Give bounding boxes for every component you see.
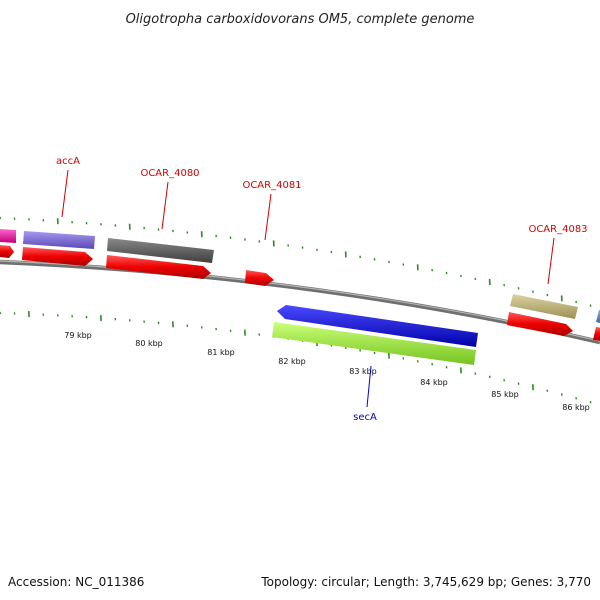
scale-label: 86 kbp — [562, 403, 590, 412]
svg-text:OCAR_4080: OCAR_4080 — [140, 168, 199, 179]
outer-tick-row — [0, 216, 592, 307]
scale-label: 84 kbp — [420, 378, 448, 387]
inner-tick-row — [0, 310, 592, 404]
cds-arrow — [507, 312, 573, 336]
gene-feature-lime — [272, 322, 476, 365]
cds-arrow — [22, 247, 93, 266]
scale-label: 83 kbp — [349, 367, 377, 376]
scale-label: 81 kbp — [207, 348, 235, 357]
gene-label-seca: secA — [353, 365, 377, 423]
svg-text:secA: secA — [353, 412, 377, 423]
svg-text:accA: accA — [56, 156, 80, 167]
gene-feature-tan — [510, 294, 578, 319]
cds-arrow — [593, 327, 600, 341]
gene-feature-gray — [107, 238, 214, 263]
cds-arrow — [245, 270, 274, 286]
scale-labels: 79 kbp 80 kbp 81 kbp 82 kbp 83 kbp 84 kbp 85 k… — [64, 331, 590, 412]
cds-arrow — [106, 255, 211, 279]
gene-feature-pink — [0, 229, 16, 243]
gene-feature-blue — [277, 305, 478, 347]
gene-feature-steel — [596, 310, 600, 323]
scale-label: 82 kbp — [278, 357, 306, 366]
scale-label: 85 kbp — [491, 390, 519, 399]
svg-text:OCAR_4083: OCAR_4083 — [528, 224, 587, 235]
scale-label: 80 kbp — [135, 339, 163, 348]
gene-label-acca: accA — [56, 156, 80, 218]
map-title: Oligotropha carboxidovorans OM5, complet… — [126, 12, 475, 27]
cds-arrow — [0, 245, 14, 258]
genome-summary-text: Topology: circular; Length: 3,745,629 bp… — [260, 575, 591, 589]
gene-label-ocar-4080: OCAR_4080 — [140, 168, 200, 230]
scale-label: 79 kbp — [64, 331, 92, 340]
gene-feature-purple — [23, 231, 95, 249]
svg-text:OCAR_4081: OCAR_4081 — [242, 180, 301, 191]
gene-label-ocar-4081: OCAR_4081 — [242, 180, 302, 241]
accession-text: Accession: NC_011386 — [8, 575, 144, 589]
gene-label-ocar-4083: OCAR_4083 — [528, 224, 588, 285]
